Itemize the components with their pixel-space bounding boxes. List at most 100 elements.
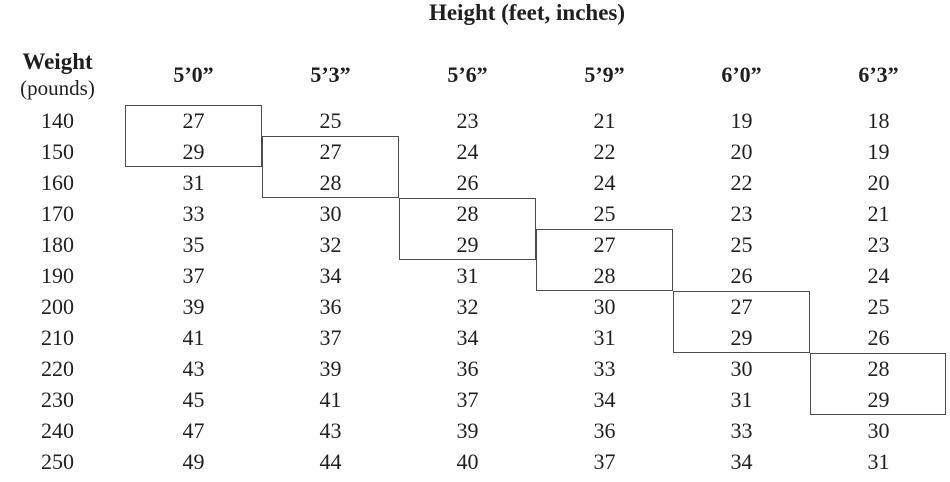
bmi-cell: 34 — [456, 325, 479, 350]
bmi-cell: 35 — [182, 232, 205, 257]
weight-label: 160 — [41, 170, 74, 195]
table-row: 160 31 28 26 24 22 20 — [0, 167, 950, 198]
bmi-cell: 39 — [182, 294, 205, 319]
bmi-cell: 20 — [730, 139, 753, 164]
table-row: 170 33 30 28 25 23 21 — [0, 198, 950, 229]
bmi-cell: 40 — [456, 449, 479, 474]
bmi-cell: 34 — [593, 387, 616, 412]
bmi-cell: 26 — [456, 170, 479, 195]
weight-label: 190 — [41, 263, 74, 288]
bmi-cell: 25 — [593, 201, 616, 226]
bmi-cell: 36 — [593, 418, 616, 443]
bmi-cell: 33 — [593, 356, 616, 381]
bmi-cell: 33 — [182, 201, 205, 226]
bmi-cell: 31 — [182, 170, 205, 195]
table-row: 240 47 43 39 36 33 30 — [0, 415, 950, 446]
bmi-cell: 31 — [867, 449, 890, 474]
table-row: 180 35 32 29 27 25 23 — [0, 229, 950, 260]
bmi-cell: 27 — [730, 294, 753, 319]
bmi-cell: 21 — [867, 201, 890, 226]
bmi-cell: 44 — [319, 449, 342, 474]
bmi-cell: 36 — [319, 294, 342, 319]
table-row: 210 41 37 34 31 29 26 — [0, 322, 950, 353]
weight-label: 150 — [41, 139, 74, 164]
bmi-cell: 39 — [319, 356, 342, 381]
bmi-cell: 24 — [593, 170, 616, 195]
bmi-cell: 28 — [593, 263, 616, 288]
bmi-table: Weight (pounds) 5’0” 5’3” 5’6” 5’9” 6’0”… — [0, 44, 950, 477]
table-row: 190 37 34 31 28 26 24 — [0, 260, 950, 291]
bmi-cell: 27 — [319, 139, 342, 164]
bmi-cell: 28 — [319, 170, 342, 195]
bmi-cell: 26 — [730, 263, 753, 288]
weight-label: 210 — [41, 325, 74, 350]
bmi-cell: 32 — [456, 294, 479, 319]
bmi-cell: 41 — [319, 387, 342, 412]
bmi-cell: 31 — [730, 387, 753, 412]
table-row: 230 45 41 37 34 31 29 — [0, 384, 950, 415]
bmi-cell: 28 — [867, 356, 890, 381]
height-column-header: 6’0” — [721, 61, 762, 87]
weight-label: 220 — [41, 356, 74, 381]
bmi-cell: 30 — [730, 356, 753, 381]
height-column-header: 5’3” — [310, 61, 351, 87]
bmi-cell: 29 — [730, 325, 753, 350]
bmi-cell: 31 — [593, 325, 616, 350]
weight-header-label: Weight — [22, 49, 93, 75]
bmi-cell: 41 — [182, 325, 205, 350]
bmi-cell: 39 — [456, 418, 479, 443]
table-row: 140 27 25 23 21 19 18 — [0, 105, 950, 136]
weight-label: 230 — [41, 387, 74, 412]
weight-header-unit: (pounds) — [20, 75, 95, 100]
bmi-cell: 27 — [182, 108, 205, 133]
weight-label: 250 — [41, 449, 74, 474]
table-row: 150 29 27 24 22 20 19 — [0, 136, 950, 167]
table-header-row: Weight (pounds) 5’0” 5’3” 5’6” 5’9” 6’0”… — [0, 44, 950, 105]
bmi-cell: 37 — [593, 449, 616, 474]
bmi-cell: 31 — [456, 263, 479, 288]
bmi-cell: 30 — [593, 294, 616, 319]
bmi-cell: 37 — [182, 263, 205, 288]
bmi-cell: 29 — [456, 232, 479, 257]
bmi-cell: 49 — [182, 449, 205, 474]
bmi-cell: 25 — [867, 294, 890, 319]
table-row: 220 43 39 36 33 30 28 — [0, 353, 950, 384]
bmi-cell: 45 — [182, 387, 205, 412]
height-column-header: 5’0” — [173, 61, 214, 87]
bmi-cell: 30 — [867, 418, 890, 443]
table-row: 200 39 36 32 30 27 25 — [0, 291, 950, 322]
bmi-cell: 43 — [319, 418, 342, 443]
bmi-cell: 22 — [593, 139, 616, 164]
bmi-cell: 34 — [319, 263, 342, 288]
weight-label: 240 — [41, 418, 74, 443]
bmi-cell: 25 — [319, 108, 342, 133]
bmi-cell: 43 — [182, 356, 205, 381]
bmi-cell: 47 — [182, 418, 205, 443]
bmi-cell: 26 — [867, 325, 890, 350]
bmi-cell: 20 — [867, 170, 890, 195]
weight-label: 170 — [41, 201, 74, 226]
bmi-cell: 37 — [319, 325, 342, 350]
weight-label: 140 — [41, 108, 74, 133]
bmi-cell: 19 — [867, 139, 890, 164]
bmi-cell: 28 — [456, 201, 479, 226]
bmi-cell: 21 — [593, 108, 616, 133]
table-title: Height (feet, inches) — [428, 0, 626, 25]
table-row: 250 49 44 40 37 34 31 — [0, 446, 950, 477]
bmi-cell: 24 — [867, 263, 890, 288]
weight-column-header: Weight (pounds) — [0, 49, 125, 100]
bmi-cell: 24 — [456, 139, 479, 164]
bmi-cell: 29 — [182, 139, 205, 164]
bmi-cell: 23 — [456, 108, 479, 133]
bmi-cell: 32 — [319, 232, 342, 257]
bmi-cell: 18 — [867, 108, 890, 133]
bmi-cell: 29 — [867, 387, 890, 412]
bmi-cell: 22 — [730, 170, 753, 195]
weight-label: 200 — [41, 294, 74, 319]
height-column-header: 5’6” — [447, 61, 488, 87]
height-column-header: 5’9” — [584, 61, 625, 87]
bmi-cell: 27 — [593, 232, 616, 257]
bmi-cell: 23 — [867, 232, 890, 257]
bmi-cell: 19 — [730, 108, 753, 133]
